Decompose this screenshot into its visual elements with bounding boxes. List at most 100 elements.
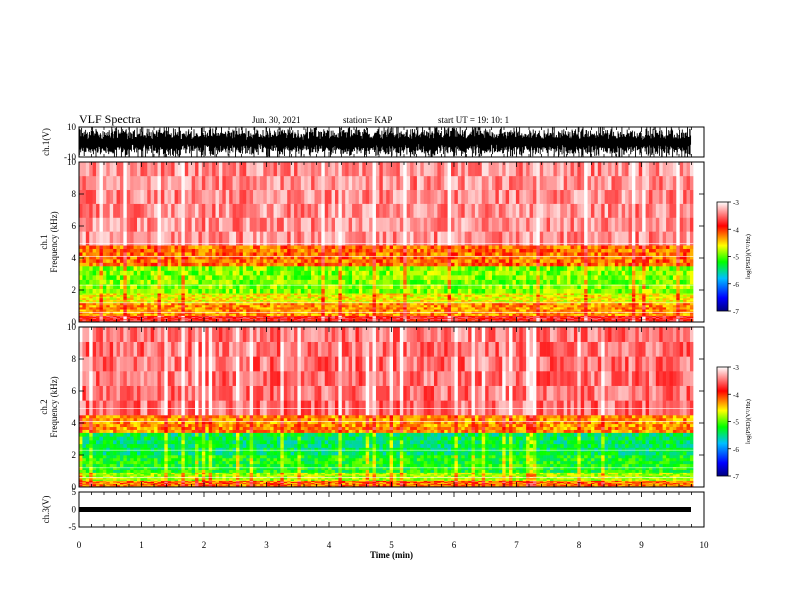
ch1-spectrogram-cell xyxy=(174,313,179,316)
ch1-spectrogram-cell xyxy=(92,319,97,322)
ch1-spectrogram-cell xyxy=(201,270,206,276)
ch1-spectrogram-cell xyxy=(215,293,220,296)
ch1-spectrogram-cell xyxy=(399,279,404,285)
ch1-spectrogram-cell xyxy=(440,189,445,204)
ch1-spectrogram-cell xyxy=(372,259,377,263)
ch1-spectrogram-cell xyxy=(167,245,172,249)
ch1-spectrogram-cell xyxy=(283,304,288,308)
ch1-spectrogram-cell xyxy=(160,252,165,256)
ch1-spectrogram-cell xyxy=(177,302,182,306)
ch1-spectrogram-cell xyxy=(334,175,339,191)
ch1-spectrogram-cell xyxy=(461,307,465,310)
ch1-spectrogram-cell xyxy=(328,293,332,296)
ch1-spectrogram-cell xyxy=(515,259,520,263)
ch1-spectrogram-cell xyxy=(205,301,209,304)
ch1-spectrogram-cell xyxy=(532,307,537,310)
ch1-spectrogram-cell xyxy=(208,316,213,319)
ch1-spectrogram-cell xyxy=(512,262,517,267)
ch1-spectrogram-cell xyxy=(123,259,128,263)
ch1-spectrogram-cell xyxy=(389,189,394,204)
ch1-spectrogram-cell xyxy=(106,245,111,249)
ch1-spectrogram-cell xyxy=(403,275,407,280)
ch1-spectrogram-cell xyxy=(311,298,315,300)
ch1-spectrogram-cell xyxy=(331,279,336,285)
ch1-spectrogram-cell xyxy=(433,270,438,276)
ch1-spectrogram-cell xyxy=(427,255,431,260)
ch1-spectrogram-cell xyxy=(526,248,530,253)
ch1-spectrogram-cell xyxy=(171,301,175,304)
ch1-spectrogram-cell xyxy=(478,313,483,316)
ch1-spectrogram-cell xyxy=(413,302,418,306)
ch1-spectrogram-cell xyxy=(89,307,93,310)
ch1-spectrogram-cell xyxy=(526,203,530,218)
ch1-spectrogram-cell xyxy=(399,301,404,304)
ch1-spectrogram-cell xyxy=(437,279,442,285)
ch1-spectrogram-cell xyxy=(393,255,397,260)
ch1-spectrogram-cell xyxy=(259,296,264,299)
ch1-spectrogram-cell xyxy=(92,298,97,300)
ch1-spectrogram-cell xyxy=(498,318,503,321)
ch1-spectrogram-cell xyxy=(307,296,312,299)
ch1-spectrogram-cell xyxy=(427,203,431,218)
ch1-spectrogram-cell xyxy=(444,270,448,276)
ch1-spectrogram-cell xyxy=(382,270,387,276)
ch1-spectrogram-cell xyxy=(164,259,169,263)
ch1-spectrogram-cell xyxy=(89,245,93,249)
ch1-spectrogram-cell xyxy=(413,284,418,289)
ch1-spectrogram-cell xyxy=(113,316,117,319)
ch1-spectrogram-cell xyxy=(382,315,387,317)
ch1-spectrogram-cell xyxy=(102,319,107,322)
ch1-spectrogram-cell xyxy=(195,319,199,322)
ch1-spectrogram-cell xyxy=(225,162,230,177)
ch1-spectrogram-cell xyxy=(160,189,165,204)
ch1-spectrogram-cell xyxy=(171,294,175,297)
ch1-spectrogram-cell xyxy=(338,313,343,316)
ch1-spectrogram-cell xyxy=(423,317,428,320)
ch1-spectrogram-cell xyxy=(509,217,513,232)
ch1-spectrogram-cell xyxy=(96,162,100,177)
ch1-spectrogram-cell xyxy=(430,316,435,319)
ch1-spectrogram-cell xyxy=(79,252,83,256)
ch1-spectrogram-cell xyxy=(280,309,285,312)
ch1-spectrogram-cell xyxy=(188,293,192,296)
ch1-spectrogram-cell xyxy=(242,270,247,276)
ch1-spectrogram-cell xyxy=(246,319,250,322)
ch1-spectrogram-cell xyxy=(212,307,216,310)
ch1-spectrogram-cell xyxy=(433,304,438,308)
ch1-spectrogram-cell xyxy=(413,315,418,317)
ch1-spectrogram-cell xyxy=(188,319,192,322)
ch1-spectrogram-cell xyxy=(79,255,83,260)
ch1-spectrogram-cell xyxy=(236,318,240,321)
ch1-spectrogram-cell xyxy=(509,293,513,296)
ch1-spectrogram-cell xyxy=(379,284,384,289)
ch1-spectrogram-cell xyxy=(96,304,100,308)
ch1-spectrogram-cell xyxy=(177,309,182,312)
ch1-spectrogram-cell xyxy=(416,319,421,322)
ch1-spectrogram-cell xyxy=(140,175,145,191)
ch1-spectrogram-cell xyxy=(174,275,179,280)
ch1-spectrogram-cell xyxy=(208,319,213,322)
ch1-spectrogram-cell xyxy=(334,275,339,280)
ch1-spectrogram-cell xyxy=(96,255,100,260)
ch1-spectrogram-cell xyxy=(334,262,339,267)
ch1-spectrogram-cell xyxy=(474,231,479,246)
ch1-spectrogram-cell xyxy=(532,294,537,297)
ch1-spectrogram-cell xyxy=(423,231,428,246)
ch1-spectrogram-cell xyxy=(249,299,254,302)
ch1-spectrogram-cell xyxy=(389,245,394,249)
ch1-spectrogram-cell xyxy=(137,315,141,317)
ch1-spectrogram-cell xyxy=(123,266,128,271)
ch1-spectrogram-cell xyxy=(498,266,503,271)
ch1-spectrogram-cell xyxy=(502,259,506,263)
ch1-spectrogram-cell xyxy=(529,316,534,319)
ch1-spectrogram-cell xyxy=(512,259,517,263)
ch1-spectrogram-cell xyxy=(116,304,121,308)
ch1-spectrogram-cell xyxy=(468,294,472,297)
ch1-spectrogram-cell xyxy=(222,299,227,302)
ch1-spectrogram-cell xyxy=(150,319,155,322)
ch1-spectrogram-cell xyxy=(276,252,281,256)
ch1-spectrogram-cell xyxy=(440,299,445,302)
ch1-spectrogram-cell xyxy=(119,299,124,302)
ch1-spectrogram-cell xyxy=(143,318,148,321)
ch1-spectrogram-cell xyxy=(160,307,165,310)
